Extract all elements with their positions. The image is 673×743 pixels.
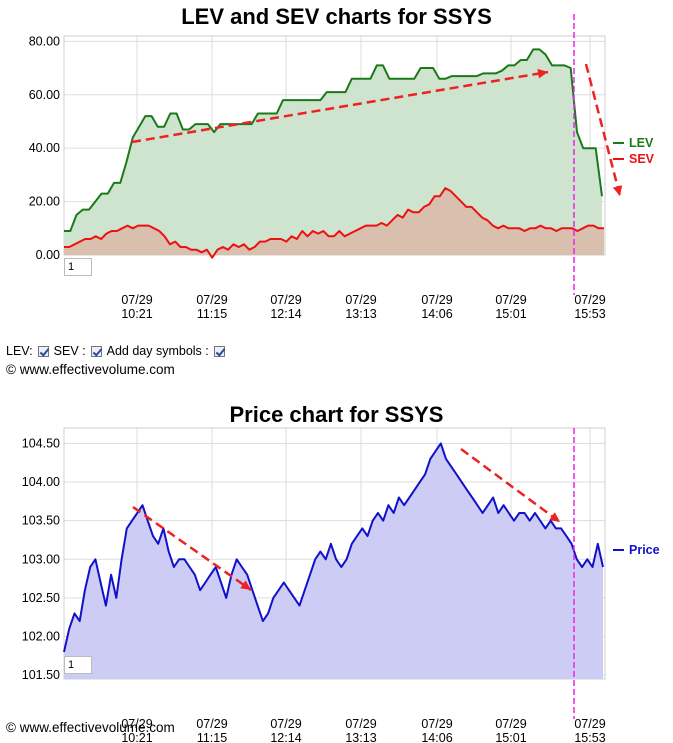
- x-tick-time: 12:14: [270, 307, 301, 321]
- y-tick-label: 104.00: [22, 475, 60, 489]
- x-tick-time: 15:53: [574, 307, 605, 321]
- x-tick-date: 07/29: [345, 293, 376, 307]
- x-tick-date: 07/29: [270, 293, 301, 307]
- sev-label: SEV :: [53, 344, 86, 358]
- x-tick-date: 07/29: [196, 717, 227, 731]
- series-line-lev: [64, 48, 603, 232]
- sev-checkbox[interactable]: [90, 345, 102, 357]
- legend-label-sev: SEV: [629, 152, 655, 166]
- y-tick-label: 102.50: [22, 591, 60, 605]
- x-tick-date: 07/29: [121, 293, 152, 307]
- series-area-sev: [64, 188, 604, 258]
- y-tick-label: 20.00: [29, 195, 60, 209]
- y-tick-label: 104.50: [22, 436, 60, 450]
- y-tick-label: 103.50: [22, 514, 60, 528]
- x-tick-time: 15:53: [574, 731, 605, 743]
- y-tick-label: 60.00: [29, 88, 60, 102]
- lev-checkbox[interactable]: [37, 345, 49, 357]
- chart-options: LEV: SEV : Add day symbols :: [6, 344, 227, 358]
- x-tick-time: 10:21: [121, 731, 152, 743]
- x-tick-time: 14:06: [421, 731, 452, 743]
- trend-arrow-head: [240, 580, 251, 590]
- x-tick-date: 07/29: [421, 717, 452, 731]
- x-tick-time: 11:15: [197, 731, 227, 743]
- y-tick-label: 102.00: [22, 630, 60, 644]
- y-tick-label: 0.00: [36, 248, 60, 262]
- trend-arrow-head: [549, 512, 560, 522]
- lev-sev-chart: 0.0020.0040.0060.0080.0007/2910:2107/291…: [29, 14, 655, 321]
- x-tick-time: 11:15: [197, 307, 227, 321]
- x-tick-date: 07/29: [574, 717, 605, 731]
- x-tick-date: 07/29: [495, 293, 526, 307]
- lev-sev-chart-title: LEV and SEV charts for SSYS: [181, 4, 492, 29]
- day-symbols-checkbox[interactable]: [213, 345, 225, 357]
- lev-sev-zoom-input[interactable]: 1: [64, 258, 92, 276]
- legend-label-price: Price: [629, 543, 660, 557]
- trend-arrow-line: [584, 63, 622, 197]
- lev-label: LEV:: [6, 344, 33, 358]
- series-area-lev: [64, 49, 602, 256]
- x-tick-time: 14:06: [421, 307, 452, 321]
- x-tick-time: 15:01: [495, 307, 526, 321]
- y-tick-label: 101.50: [22, 668, 60, 682]
- price-zoom-input[interactable]: 1: [64, 656, 92, 674]
- trend-arrow-line: [132, 505, 252, 592]
- legend-label-lev: LEV: [629, 136, 654, 150]
- x-tick-time: 15:01: [495, 731, 526, 743]
- y-tick-label: 80.00: [29, 34, 60, 48]
- trend-arrow-line: [131, 70, 549, 144]
- y-tick-label: 103.00: [22, 552, 60, 566]
- x-tick-date: 07/29: [270, 717, 301, 731]
- x-tick-time: 13:13: [345, 307, 376, 321]
- x-tick-date: 07/29: [345, 717, 376, 731]
- x-tick-time: 13:13: [345, 731, 376, 743]
- copyright-top: © www.effectivevolume.com: [6, 362, 175, 377]
- price-chart-title: Price chart for SSYS: [229, 402, 444, 427]
- y-tick-label: 40.00: [29, 141, 60, 155]
- x-tick-time: 12:14: [270, 731, 301, 743]
- x-tick-date: 07/29: [421, 293, 452, 307]
- trend-arrow-line: [460, 447, 561, 524]
- x-tick-date: 07/29: [196, 293, 227, 307]
- series-line-price: [63, 442, 604, 653]
- x-tick-date: 07/29: [495, 717, 526, 731]
- day-symbols-label: Add day symbols :: [106, 344, 209, 358]
- x-tick-time: 10:21: [121, 307, 152, 321]
- series-line-sev: [64, 187, 604, 259]
- x-tick-date: 07/29: [121, 717, 152, 731]
- x-tick-date: 07/29: [574, 293, 605, 307]
- copyright-bottom: © www.effectivevolume.com: [6, 720, 175, 735]
- trend-arrow-head: [612, 185, 623, 196]
- series-area-price: [64, 443, 603, 679]
- trend-arrow-head: [537, 68, 548, 79]
